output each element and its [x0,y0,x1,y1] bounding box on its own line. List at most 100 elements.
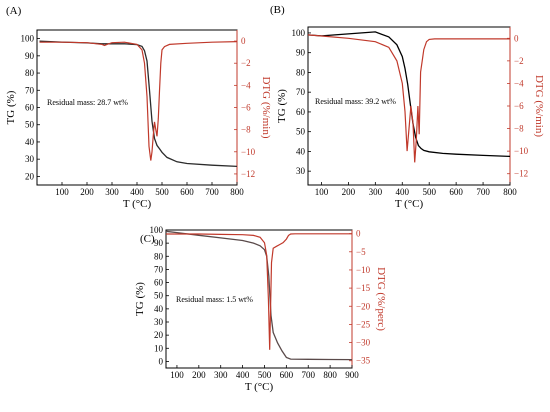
chart-3-y-left-tick-label: 30 [154,317,164,327]
chart-1-y-right-axis-label: DTG (%/min) [260,76,272,138]
chart-1-y-right-tick-label: −6 [241,103,251,113]
chart-2-y-left-tick-label: 90 [296,48,306,58]
chart-1-y-left-tick-label: 80 [25,68,35,78]
chart-1-x-tick-label: 300 [105,187,119,197]
chart-2-dtg-curve [307,34,510,163]
chart-2-y-right-tick-label: −4 [514,78,524,88]
chart-3-y-left-tick-label: 0 [159,356,164,366]
chart-1-y-left-tick-label: 30 [25,154,35,164]
chart-1-residual-mass-annotation: Residual mass: 28.7 wt% [47,98,128,107]
chart-3-dtg-curve [166,233,352,350]
chart-2-x-tick-label: 100 [315,187,329,197]
chart-2-y-right-axis-label: DTG (%/min) [533,75,545,137]
chart-3-y-right-tick-label: −35 [356,356,371,366]
chart-3-x-tick-label: 800 [323,370,337,380]
chart-2-y-left-tick-label: 100 [292,28,306,38]
chart-2-x-tick-label: 500 [422,187,436,197]
chart-2-y-left-tick-label: 70 [296,87,306,97]
chart-2-y-right-tick-label: 0 [514,33,519,43]
chart-3-y-left-axis-label: TG (%) [134,282,146,316]
chart-2-residual-mass-annotation: Residual mass: 39.2 wt% [315,97,396,106]
chart-3-y-left-tick-label: 20 [154,330,164,340]
chart-2-y-left-tick-label: 60 [296,107,306,117]
chart-1-y-left-tick-label: 50 [25,120,35,130]
chart-1-x-tick-label: 600 [180,187,194,197]
chart-2-panel-label: (B) [270,4,285,16]
chart-1: 100 200 300 400 500 600 700 800 20 30 40 50 60 70 80 90… [5,5,272,210]
chart-2-plot-frame [307,26,511,186]
chart-3-y-right-axis-label: DTG (%/perc) [375,267,387,331]
chart-1-y-right-tick-label: −4 [241,80,251,90]
chart-2-y-left-tick-label: 80 [296,67,306,77]
chart-1-y-left-tick-label: 40 [25,137,35,147]
chart-1-y-left-tick-label: 60 [25,103,35,113]
chart-3-x-tick-label: 200 [192,370,206,380]
chart-2-x-tick-label: 800 [503,187,517,197]
chart-3-y-left-tick-label: 40 [154,304,164,314]
chart-1-dtg-curve [39,41,238,161]
chart-2-y-right-tick-label: −12 [514,169,528,179]
chart-1-y-right-tick-label: −12 [241,169,255,179]
chart-2-y-left-tick-label: 40 [296,146,306,156]
chart-2-x-tick-label: 700 [476,187,490,197]
chart-1-y-right-tick-label: −2 [241,58,251,68]
chart-3-y-left-tick-label: 60 [154,278,164,288]
chart-3-x-tick-label: 500 [258,370,272,380]
chart-1-y-right-tick-label: −8 [241,125,251,135]
chart-1-y-left-tick-label: 70 [25,85,35,95]
chart-3-y-left-tick-label: 90 [154,238,164,248]
chart-3-y-left-tick-label: 50 [154,291,164,301]
chart-3-y-left-tick-label: 100 [150,225,164,235]
chart-1-tg-curve [39,40,238,168]
chart-3: 100 200 300 400 500 600 700 800 9000102030405060… [134,225,387,393]
chart-3-residual-mass-annotation: Residual mass: 1.5 wt% [176,295,253,304]
chart-1-y-left-axis-label: TG (%) [5,90,17,124]
chart-3-y-left-tick-label: 70 [154,264,164,274]
chart-2-y-left-axis-label: TG (%) [276,89,288,123]
chart-1-x-axis-label: T (°C) [123,198,152,210]
chart-1-y-right-tick-label: 0 [241,36,246,46]
chart-3-y-left-tick-label: 80 [154,251,164,261]
chart-1-x-tick-label: 500 [155,187,169,197]
chart-1-x-tick-label: 800 [230,187,244,197]
chart-1-x-tick-label: 700 [205,187,219,197]
chart-3-tg-curve [165,230,353,361]
chart-3-x-tick-label: 600 [280,370,294,380]
chart-2-y-left-tick-label: 30 [296,166,306,176]
chart-3-y-right-tick-label: −15 [356,283,371,293]
chart-1-y-left-tick-label: 20 [25,171,35,181]
chart-3-x-tick-label: 700 [301,370,315,380]
chart-2-x-tick-label: 300 [369,187,383,197]
chart-3-x-tick-label: 300 [214,370,228,380]
chart-2-y-right-tick-label: −10 [514,146,529,156]
chart-3-y-right-tick-label: −10 [356,265,371,275]
chart-2-x-tick-label: 400 [396,187,410,197]
chart-3-y-right-tick-label: −20 [356,301,371,311]
chart-1-y-right-tick-label: −10 [241,147,256,157]
chart-2-x-tick-label: 200 [342,187,356,197]
chart-1-x-tick-label: 100 [55,187,69,197]
chart-2-y-right-tick-label: −2 [514,56,524,66]
chart-2: 100 200 300 400 500 600 700 800 30 40 50 60 70 80 90 10… [270,4,545,210]
chart-2-x-tick-label: 600 [449,187,463,197]
chart-1-y-left-tick-label: 100 [21,34,35,44]
chart-3-y-right-tick-label: −5 [356,247,366,257]
chart-1-plot-frame [36,29,238,186]
chart-3-y-right-tick-label: −25 [356,319,371,329]
chart-2-y-right-tick-label: −8 [514,124,524,134]
chart-1-x-tick-label: 200 [80,187,94,197]
chart-3-y-right-tick-label: 0 [356,229,361,239]
chart-3-x-tick-label: 100 [170,370,184,380]
chart-2-y-left-tick-label: 50 [296,127,306,137]
chart-1-y-left-tick-label: 90 [25,51,35,61]
chart-1-x-tick-label: 400 [130,187,144,197]
chart-2-y-right-tick-label: −6 [514,101,524,111]
chart-2-x-axis-label: T (°C) [395,198,424,210]
chart-3-x-tick-label: 900 [345,370,359,380]
chart-1-panel-label: (A) [6,5,22,17]
chart-3-panel-label: (C) [140,233,155,245]
chart-3-y-left-tick-label: 10 [154,343,164,353]
chart-3-x-axis-label: T (°C) [245,381,274,393]
chart-3-x-tick-label: 400 [236,370,250,380]
